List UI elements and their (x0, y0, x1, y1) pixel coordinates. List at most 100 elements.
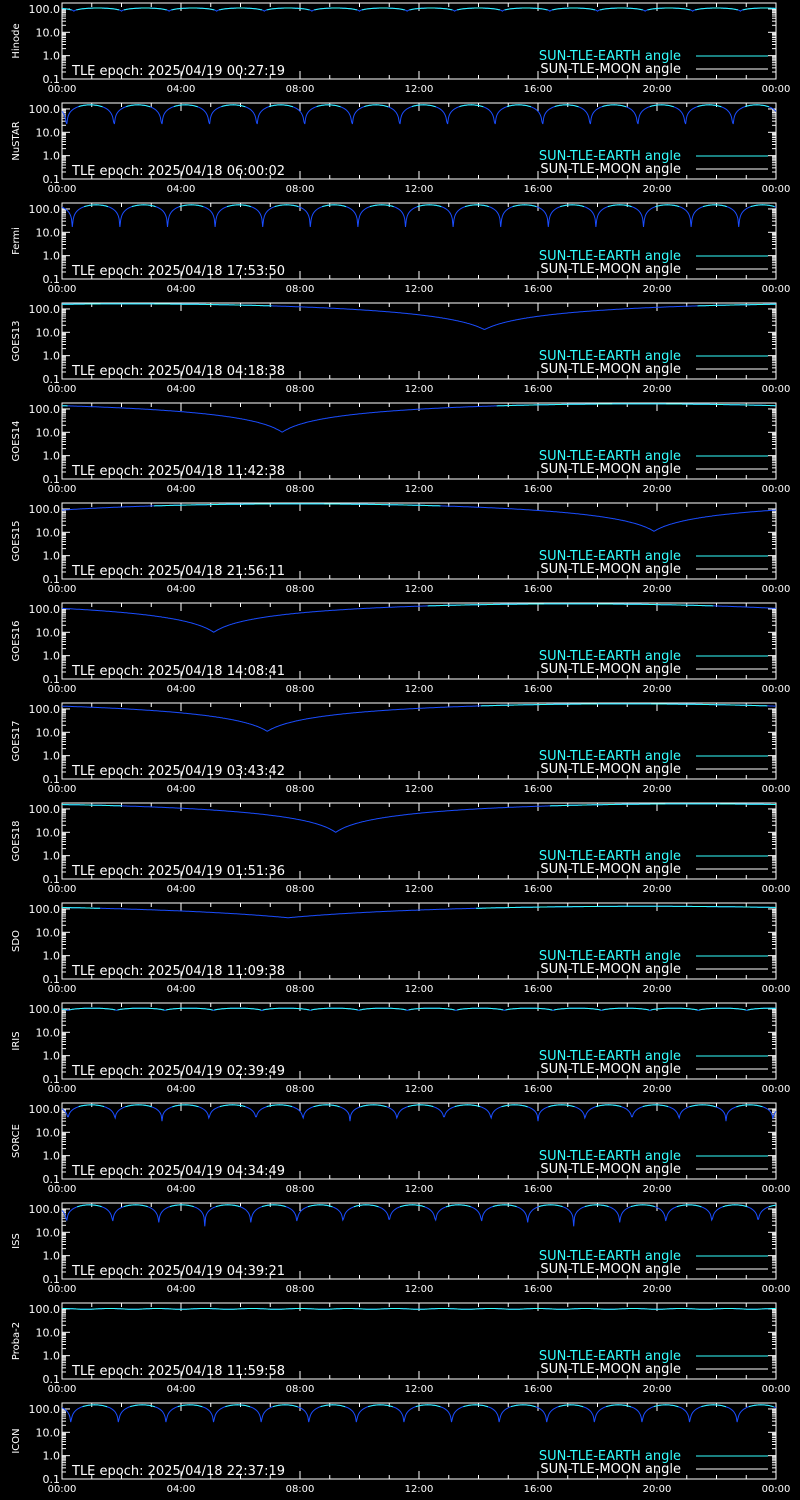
y-tick-label: 10.0 (36, 426, 61, 439)
x-tick-label: 08:00 (286, 884, 315, 895)
chart-panel-hinode: 100.0 10.0 1.0 0.1 Hinode 00:00 04:00 08:00 12:0… (11, 2, 790, 95)
y-tick-label: 10.0 (36, 326, 61, 339)
x-tick-label: 12:00 (405, 1184, 434, 1195)
legend-earth-label: SUN-TLE-EARTH angle (539, 1249, 681, 1264)
x-tick-label: 00:00 (762, 384, 791, 395)
y-tick-label: 0.1 (43, 773, 61, 786)
y-tick-label: 0.1 (43, 1173, 61, 1186)
x-tick-label: 04:00 (167, 184, 196, 195)
y-tick-label: 0.1 (43, 1073, 61, 1086)
x-tick-label: 04:00 (167, 1184, 196, 1195)
chart-panel-goes14: 100.0 10.0 1.0 0.1 GOES14 00:00 04:00 08:00 12:0… (11, 402, 790, 495)
legend-earth-label: SUN-TLE-EARTH angle (539, 1049, 681, 1064)
legend-moon-label: SUN-TLE-MOON angle (540, 362, 681, 377)
chart-panel-icon: 100.0 10.0 1.0 0.1 ICON 00:00 04:00 08:00 12:00 1… (11, 1402, 790, 1495)
x-tick-label: 20:00 (643, 984, 672, 995)
x-tick-label: 08:00 (286, 384, 315, 395)
x-tick-label: 12:00 (405, 1484, 434, 1495)
earth-angle-line-upper (427, 603, 714, 607)
x-tick-label: 04:00 (167, 384, 196, 395)
chart-panel-goes15: 100.0 10.0 1.0 0.1 GOES15 00:00 04:00 08:00 12:0… (11, 502, 791, 595)
legend-moon-label: SUN-TLE-MOON angle (540, 1362, 681, 1377)
x-tick-label: 16:00 (524, 984, 553, 995)
x-tick-label: 00:00 (48, 284, 77, 295)
y-axis-label: GOES15 (11, 520, 22, 561)
x-tick-label: 12:00 (405, 1284, 434, 1295)
y-tick-label: 0.1 (43, 673, 61, 686)
y-axis-label: ISS (11, 1233, 22, 1249)
x-tick-label: 08:00 (286, 1484, 315, 1495)
x-tick-label: 04:00 (167, 284, 196, 295)
legend-earth-label: SUN-TLE-EARTH angle (539, 1449, 681, 1464)
earth-angle-line-upper (62, 1308, 776, 1310)
x-tick-label: 20:00 (643, 484, 672, 495)
x-tick-label: 00:00 (48, 1084, 77, 1095)
x-tick-label: 00:00 (48, 84, 77, 95)
x-tick-label: 00:00 (48, 1184, 77, 1195)
legend-earth-label: SUN-TLE-EARTH angle (539, 1349, 681, 1364)
x-tick-label: 16:00 (524, 84, 553, 95)
x-tick-label: 20:00 (643, 1484, 672, 1495)
x-tick-label: 04:00 (167, 84, 196, 95)
x-tick-label: 08:00 (286, 1284, 315, 1295)
y-tick-label: 10.0 (36, 226, 61, 239)
x-tick-label: 16:00 (524, 784, 553, 795)
y-tick-label: 100.0 (29, 903, 61, 916)
y-tick-label: 100.0 (29, 703, 61, 716)
y-tick-label: 100.0 (29, 803, 61, 816)
x-tick-label: 08:00 (286, 484, 315, 495)
x-tick-label: 12:00 (405, 784, 434, 795)
y-tick-label: 0.1 (43, 1473, 61, 1486)
tle-epoch-label: TLE epoch: 2025/04/19 04:39:21 (71, 1264, 285, 1279)
y-tick-label: 0.1 (43, 73, 61, 86)
x-tick-label: 16:00 (524, 584, 553, 595)
earth-angle-line-upper (154, 503, 441, 507)
legend-moon-label: SUN-TLE-MOON angle (540, 62, 681, 77)
x-tick-label: 12:00 (405, 184, 434, 195)
legend-moon-label: SUN-TLE-MOON angle (540, 1462, 681, 1477)
x-tick-label: 12:00 (405, 884, 434, 895)
x-tick-label: 04:00 (167, 484, 196, 495)
y-tick-label: 0.1 (43, 373, 61, 386)
earth-angle-line-upper (78, 1104, 763, 1108)
legend-earth-label: SUN-TLE-EARTH angle (539, 1149, 681, 1164)
x-tick-label: 00:00 (762, 584, 791, 595)
chart-panel-goes17: 100.0 10.0 1.0 0.1 GOES17 00:00 04:00 08:00 12:0… (11, 702, 790, 795)
earth-angle-line-upper (84, 204, 775, 208)
tle-epoch-label: TLE epoch: 2025/04/19 03:43:42 (71, 764, 285, 779)
x-tick-label: 00:00 (762, 284, 791, 295)
legend-moon-label: SUN-TLE-MOON angle (540, 462, 681, 477)
x-tick-label: 08:00 (286, 184, 315, 195)
y-tick-label: 100.0 (29, 403, 61, 416)
tle-epoch-label: TLE epoch: 2025/04/18 17:53:50 (71, 264, 285, 279)
x-tick-label: 12:00 (405, 1084, 434, 1095)
x-tick-label: 20:00 (643, 1084, 672, 1095)
x-tick-label: 12:00 (405, 84, 434, 95)
tle-epoch-label: TLE epoch: 2025/04/19 01:51:36 (71, 864, 285, 879)
x-tick-label: 16:00 (524, 1184, 553, 1195)
y-axis-label: GOES16 (11, 620, 22, 661)
x-tick-label: 08:00 (286, 284, 315, 295)
x-tick-label: 16:00 (524, 1484, 553, 1495)
legend-moon-label: SUN-TLE-MOON angle (540, 562, 681, 577)
y-tick-label: 1.0 (43, 550, 61, 563)
x-tick-label: 00:00 (48, 1384, 77, 1395)
y-tick-label: 100.0 (29, 1403, 61, 1416)
x-tick-label: 00:00 (48, 184, 77, 195)
x-tick-label: 20:00 (643, 84, 672, 95)
y-tick-label: 1.0 (43, 450, 61, 463)
x-tick-label: 04:00 (167, 1284, 196, 1295)
earth-angle-line-upper (62, 303, 776, 307)
x-tick-label: 16:00 (524, 284, 553, 295)
y-axis-label: GOES14 (11, 420, 22, 461)
earth-angle-line-upper (480, 703, 768, 707)
y-tick-label: 1.0 (43, 750, 61, 763)
x-tick-label: 04:00 (167, 1384, 196, 1395)
legend-earth-label: SUN-TLE-EARTH angle (539, 149, 681, 164)
earth-angle-line-upper (61, 1007, 776, 1011)
legend-earth-label: SUN-TLE-EARTH angle (539, 549, 681, 564)
x-tick-label: 08:00 (286, 1184, 315, 1195)
legend-moon-label: SUN-TLE-MOON angle (540, 162, 681, 177)
